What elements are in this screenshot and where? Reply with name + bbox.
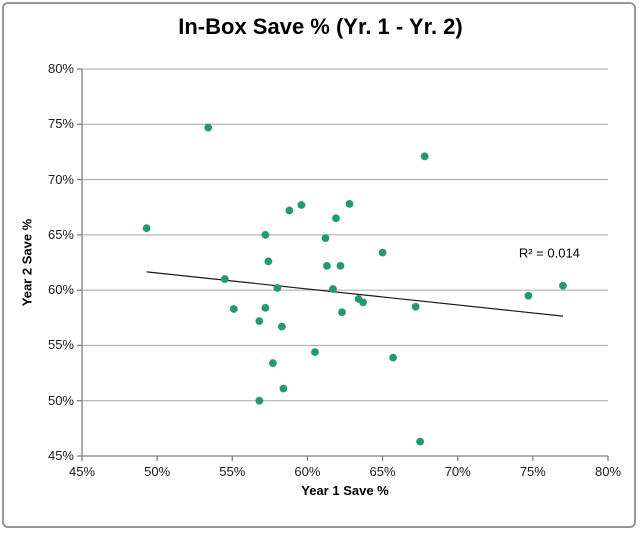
x-tick-label: 45%: [68, 464, 96, 479]
scatter-point: [331, 214, 341, 223]
x-tick-label: 50%: [144, 464, 171, 479]
x-tick-label: 55%: [219, 464, 246, 479]
y-tick-label: 55%: [47, 337, 74, 353]
y-tick-label: 80%: [47, 61, 74, 76]
scatter-point: [328, 284, 338, 294]
chart-title: In-Box Save % (Yr. 1 - Yr. 2): [178, 14, 463, 39]
chart-frame: [2, 2, 636, 528]
scatter-point: [558, 281, 568, 290]
scatter-point: [261, 303, 270, 312]
scatter-point: [255, 396, 264, 405]
scatter-point: [255, 317, 264, 326]
scatter-point: [277, 322, 286, 331]
scatter-point: [268, 359, 277, 368]
x-tick-label: 80%: [594, 464, 622, 479]
scatter-point: [345, 199, 354, 208]
y-tick-label: 70%: [47, 171, 74, 187]
x-tick-label: 60%: [294, 464, 321, 479]
scatter-point: [285, 206, 294, 215]
scatter-point: [229, 304, 238, 314]
scatter-point: [297, 200, 306, 210]
scatter-point: [273, 283, 282, 293]
scatter-point: [411, 302, 420, 311]
y-tick-label: 45%: [47, 448, 74, 463]
x-tick-label: 75%: [519, 464, 546, 479]
x-tick-label: 70%: [444, 464, 471, 479]
y-tick-label: 50%: [47, 392, 74, 408]
y-tick-label: 75%: [47, 116, 74, 132]
scatter-point: [524, 291, 533, 300]
scatter-point: [322, 261, 332, 270]
scatter-point: [264, 257, 273, 266]
scatter-point: [416, 437, 425, 446]
y-tick-label: 65%: [47, 226, 74, 242]
scatter-point: [142, 224, 151, 233]
y-axis-title: Year 2 Save %: [19, 218, 35, 307]
r-squared-label: R² = 0.014: [518, 245, 580, 261]
scatter-point: [337, 308, 347, 317]
scatter-point: [310, 347, 320, 357]
scatter-point: [336, 261, 345, 270]
scatter-point: [420, 152, 429, 161]
x-axis-title: Year 1 Save %: [301, 483, 389, 498]
scatter-point: [220, 274, 229, 284]
scatter-point: [321, 234, 330, 243]
trendline: [146, 271, 563, 317]
scatter-point: [388, 353, 398, 362]
scatter-point: [358, 298, 368, 307]
y-tick-label: 60%: [47, 282, 74, 298]
scatter-point: [378, 248, 387, 257]
x-tick-label: 65%: [369, 464, 396, 479]
scatter-point: [204, 123, 213, 132]
scatter-point: [261, 230, 270, 239]
scatter-point: [279, 384, 288, 393]
